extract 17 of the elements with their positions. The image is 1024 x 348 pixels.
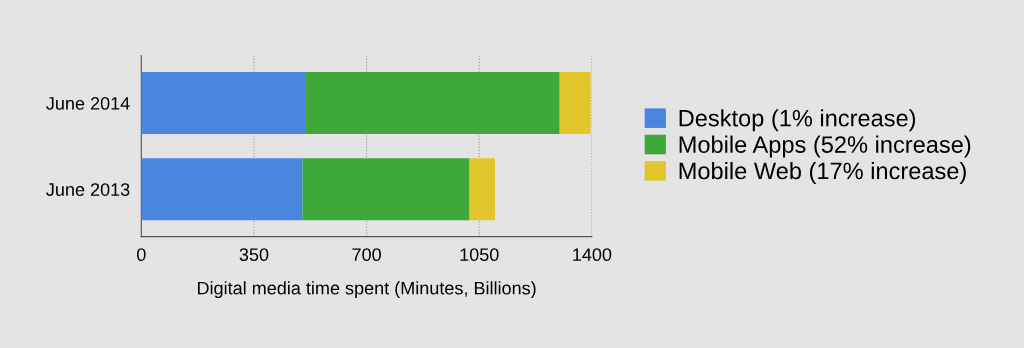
x-tick-label: 1400 [573,248,612,262]
bar [141,72,307,135]
legend-label: Desktop (1% increase) [679,109,916,132]
x-tick-label: 0 [137,248,146,262]
y-tick-label: June 2014 [46,97,130,110]
legend-label: Mobile Web (17% increase) [679,161,966,184]
y-tick-label: June 2013 [46,183,130,196]
legend-label: Mobile Apps (52% increase) [679,135,971,158]
bar [306,72,560,135]
bar [141,158,303,221]
x-tick-label: 700 [352,248,381,262]
x-axis-title: Digital media time spent (Minutes, Billions) [198,281,536,299]
bar [559,72,591,135]
bar [302,158,470,221]
bar [469,158,495,221]
x-tick-label: 1050 [460,248,499,262]
x-tick-label: 350 [239,248,269,262]
